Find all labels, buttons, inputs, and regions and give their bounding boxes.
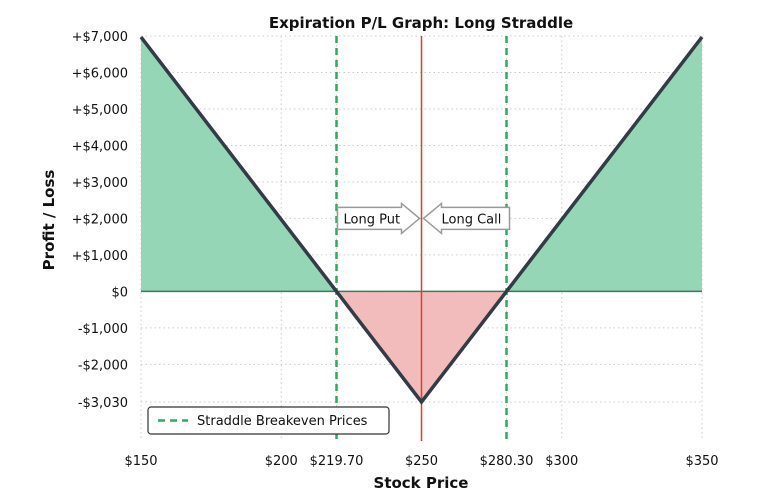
- x-tick-label: $200: [265, 454, 298, 469]
- plot-area: +$7,000 +$6,000 +$5,000 +$4,000 +$3,000 +$2,0…: [72, 30, 719, 469]
- y-axis-label: Profit / Loss: [40, 170, 58, 271]
- x-tick-label: $250: [405, 454, 438, 469]
- y-tick-label: -$3,030: [78, 396, 128, 411]
- chart-title: Expiration P/L Graph: Long Straddle: [269, 14, 573, 32]
- y-tick-label: +$2,000: [72, 212, 128, 227]
- y-tick-label: -$2,000: [78, 358, 128, 373]
- y-tick-label: +$3,000: [72, 176, 128, 191]
- y-tick-label: +$1,000: [72, 249, 128, 264]
- payoff-line: [139, 36, 704, 405]
- y-tick-label: $0: [111, 285, 128, 300]
- x-axis-label: Stock Price: [374, 474, 469, 492]
- y-tick-label: +$5,000: [72, 103, 128, 118]
- y-tick-label: +$6,000: [72, 66, 128, 81]
- long-call-arrow: [422, 201, 511, 236]
- x-tick-label: $350: [685, 454, 718, 469]
- legend-box: [147, 406, 390, 435]
- x-tick-label: $280.30: [480, 454, 534, 469]
- long-put-label: Long Put: [344, 212, 401, 227]
- y-tick-label: +$7,000: [72, 30, 128, 45]
- y-tick-label: -$1,000: [78, 322, 128, 337]
- y-tick-label: +$4,000: [72, 139, 128, 154]
- x-tick-label: $300: [545, 454, 578, 469]
- x-tick-label: $150: [124, 454, 157, 469]
- legend-label: Straddle Breakeven Prices: [197, 414, 368, 429]
- long-call-label: Long Call: [442, 212, 502, 227]
- long-put-arrow: [336, 201, 421, 236]
- x-tick-label: $219.70: [310, 454, 364, 469]
